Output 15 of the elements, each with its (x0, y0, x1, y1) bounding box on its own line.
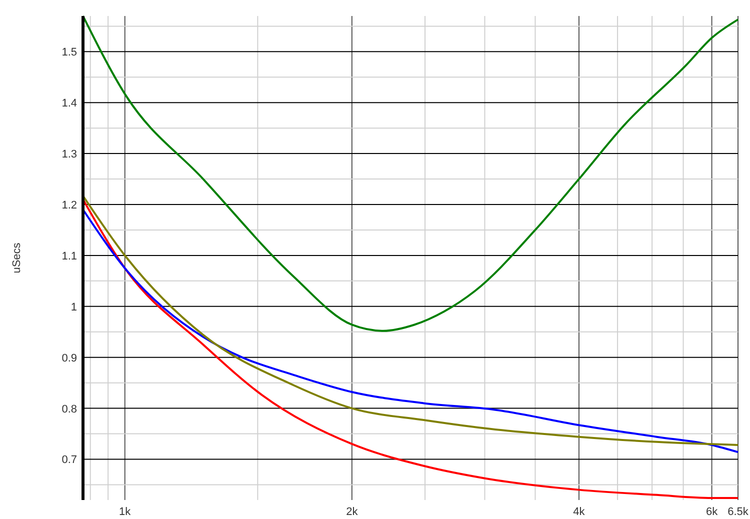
x-tick-label: 4k (573, 506, 586, 518)
x-tick-label: 1k (119, 506, 132, 518)
y-tick-label: 1.5 (62, 46, 77, 59)
y-tick-label: 1.2 (62, 200, 77, 212)
x-tick-label: 6k (706, 506, 718, 518)
x-tick-label: 6.5k (728, 506, 749, 518)
y-tick-label: 1.3 (62, 148, 77, 161)
y-tick-label: 1.1 (62, 250, 77, 262)
y-axis-title: uSecs (11, 242, 23, 274)
y-tick-label: 0.8 (62, 403, 77, 416)
y-tick-label: 1.4 (62, 98, 77, 110)
y-tick-label: 1 (70, 301, 77, 314)
y-tick-label: 0.7 (62, 454, 77, 466)
x-tick-label: 2k (346, 506, 358, 518)
y-tick-label: 0.9 (62, 352, 77, 364)
